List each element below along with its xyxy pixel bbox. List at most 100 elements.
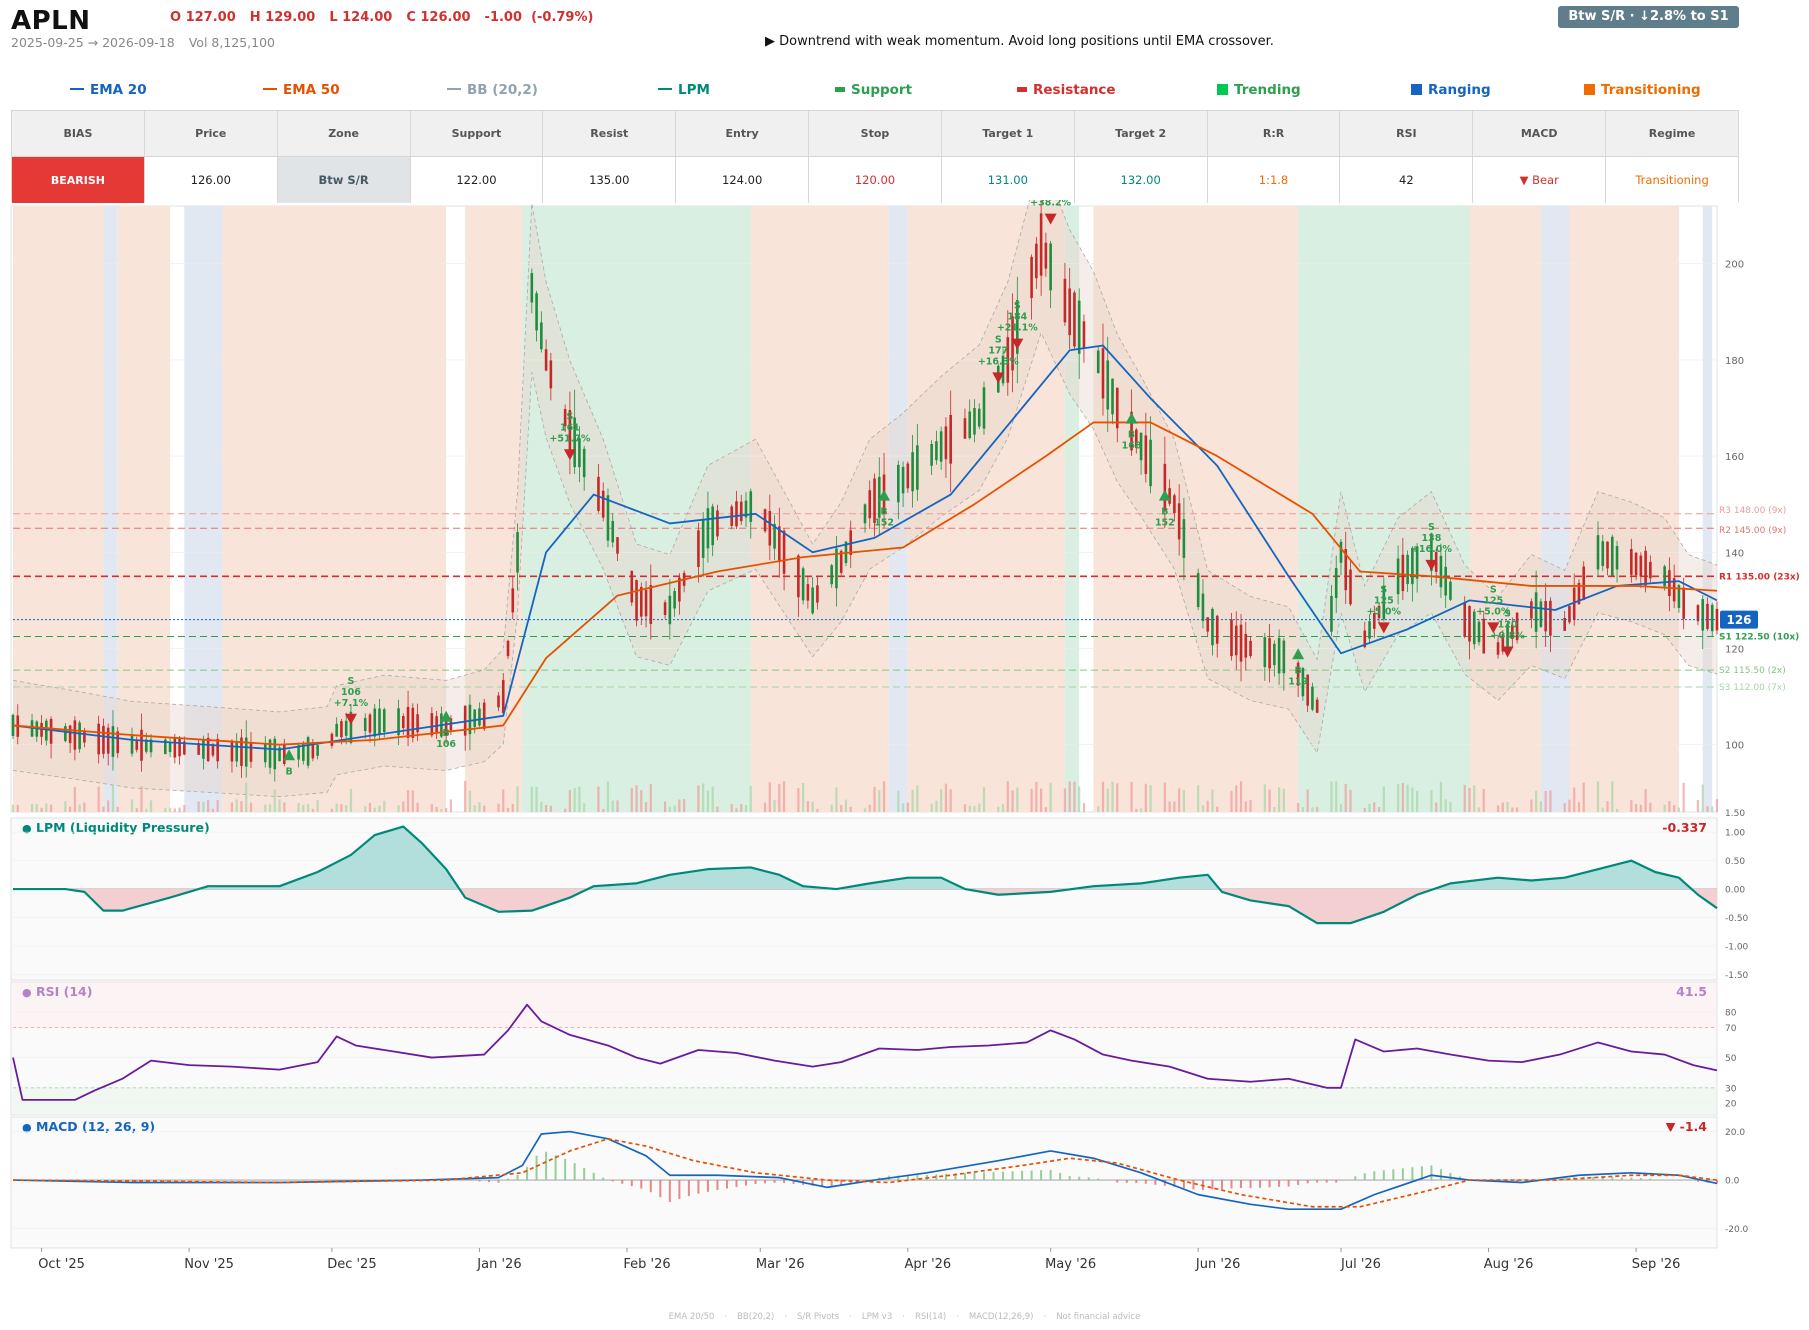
buy-signal-marker (1125, 412, 1138, 424)
volume-bar (616, 800, 619, 812)
rsi-line (12, 1003, 1718, 1101)
macd-histogram-bar (1287, 1180, 1290, 1187)
macd-histogram-bar (811, 1180, 814, 1186)
ticker-symbol: APLN (11, 6, 91, 36)
candle-body (1606, 541, 1609, 569)
macd-histogram-bar (1382, 1170, 1385, 1181)
candle-body (378, 708, 381, 735)
macd-histogram-bar (602, 1177, 605, 1181)
candle-body (1639, 555, 1643, 577)
macd-histogram-bar (535, 1155, 538, 1181)
x-tick-label: May '26 (1045, 1257, 1096, 1272)
macd-histogram-bar (706, 1180, 709, 1192)
volume-bar (1577, 802, 1581, 812)
macd-histogram-bar (1716, 1180, 1718, 1184)
candle-body (1706, 603, 1709, 629)
volume-bar (468, 790, 472, 812)
ohlc-low: L 124.00 (329, 10, 393, 25)
candle-body (1215, 615, 1219, 644)
volume-bar (302, 804, 305, 812)
macd-histogram-bar (906, 1175, 909, 1181)
volume-bar (1001, 804, 1005, 812)
candle-body (897, 464, 900, 503)
candle-body (1268, 638, 1271, 669)
macd-histogram-bar (583, 1167, 586, 1181)
volume-bar (373, 807, 376, 812)
candle-body (778, 526, 781, 563)
volume-bar (511, 803, 514, 812)
candle-body (1277, 638, 1281, 674)
macd-histogram-bar (1611, 1177, 1614, 1181)
ema-20-line (12, 344, 1718, 751)
macd-histogram-bar (1182, 1180, 1185, 1189)
volume-bar (663, 801, 667, 812)
legend-swatch (263, 88, 277, 90)
volume-bar (1435, 802, 1438, 812)
lpm-panel-bg (10, 817, 1718, 981)
macd-histogram-bar (1563, 1177, 1566, 1181)
rsi-tick-label: 30 (1725, 1084, 1737, 1094)
macd-histogram-bar (649, 1180, 652, 1193)
candle-body (935, 441, 938, 461)
volume-bar (1249, 800, 1252, 812)
candle-body (544, 349, 548, 371)
candle-body (1177, 503, 1181, 540)
volume-bar (1535, 790, 1538, 812)
volume-bar (940, 789, 943, 812)
candle-body (64, 726, 67, 742)
volume-bar (316, 799, 319, 812)
candle-body (1039, 213, 1043, 276)
volume-bar (1563, 803, 1566, 812)
volume-bar (797, 788, 800, 812)
candle-body (1701, 599, 1705, 631)
volume-bar (830, 804, 833, 812)
macd-last-value: ▼ -1.4 (1666, 1119, 1708, 1134)
candle-body (344, 720, 348, 736)
candle-body (1672, 578, 1676, 602)
macd-histogram-bar (516, 1174, 519, 1181)
lpm-tick-label: 0.00 (1725, 886, 1745, 896)
candle-body (839, 550, 843, 573)
volume-bar (1468, 787, 1471, 812)
candle-body (45, 720, 48, 741)
x-tick-label: Jun '26 (1195, 1257, 1241, 1272)
candle-body (1530, 601, 1533, 619)
volume-bar (1201, 805, 1205, 812)
candle-body (1044, 242, 1048, 269)
volume-bar (30, 804, 34, 812)
signal-message: ▶ Downtrend with weak momentum. Avoid lo… (765, 34, 1274, 49)
volume-bar (863, 808, 867, 812)
candle-body (1372, 613, 1376, 629)
volume-bar (1278, 787, 1281, 812)
footer-sep: · (724, 1312, 728, 1322)
volume-bar (711, 786, 714, 812)
ema-50-line (12, 421, 1718, 746)
footer-item: MACD(12,26,9) (968, 1312, 1034, 1322)
candle-body (202, 739, 205, 759)
sr-level-label: R1 135.00 (23x) (1719, 572, 1800, 582)
candle-body (530, 273, 534, 303)
volume-bar (1711, 806, 1714, 812)
volume-bar (1582, 782, 1585, 812)
table-header-target-2: Target 2 (1075, 111, 1208, 156)
volume-bar (1168, 801, 1171, 812)
volume-bar (897, 790, 900, 812)
candle-body (1601, 541, 1605, 567)
candle-body (678, 577, 681, 602)
candle-body (1339, 541, 1343, 563)
macd-histogram-bar (1116, 1180, 1119, 1183)
table-header-macd: MACD (1473, 111, 1607, 156)
buy-signal-label: B (1295, 665, 1302, 676)
volume-bar (1316, 807, 1319, 812)
candle-body (1482, 618, 1486, 654)
volume-bar (1377, 807, 1381, 812)
macd-histogram-bar (668, 1180, 671, 1202)
candle-body (1715, 608, 1719, 631)
candle-body (178, 739, 181, 757)
buy-signal-label: 152 (874, 518, 894, 529)
macd-histogram-bar (1354, 1176, 1357, 1181)
candle-body (1306, 674, 1309, 706)
candle-body (197, 742, 200, 755)
table-cell-entry: 124.00 (676, 157, 810, 203)
candle-body (1230, 619, 1233, 657)
